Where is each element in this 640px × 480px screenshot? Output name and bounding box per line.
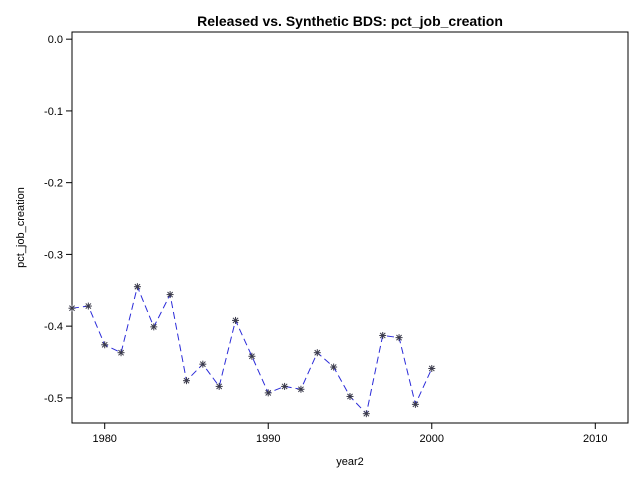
data-point	[199, 360, 207, 368]
data-point	[232, 316, 240, 324]
data-point	[297, 385, 305, 393]
data-point	[330, 363, 338, 371]
data-point	[379, 331, 387, 339]
x-axis-label: year2	[336, 456, 364, 468]
x-tick-label: 2000	[420, 433, 444, 445]
data-point	[248, 352, 256, 360]
y-tick-label: -0.3	[44, 249, 63, 261]
data-point	[264, 389, 272, 397]
y-tick-label: -0.5	[44, 393, 63, 405]
data-point	[101, 341, 109, 349]
data-point	[150, 323, 158, 331]
data-point	[215, 382, 223, 390]
y-tick-label: -0.1	[44, 106, 63, 118]
x-axis-ticks: 1980 1990 2000 2010	[92, 423, 608, 445]
plot-frame	[71, 31, 629, 424]
data-point	[84, 302, 92, 310]
y-tick-label: -0.2	[44, 178, 63, 190]
data-point	[362, 410, 370, 418]
chart-title: Released vs. Synthetic BDS: pct_job_crea…	[197, 13, 503, 29]
data-point	[117, 349, 125, 357]
data-point	[182, 377, 190, 385]
data-point	[411, 400, 419, 408]
x-tick-label: 2010	[583, 433, 607, 445]
data-point	[281, 382, 289, 390]
data-point	[166, 291, 174, 299]
data-point	[68, 304, 76, 312]
data-point	[395, 334, 403, 342]
data-point	[428, 364, 436, 372]
data-point	[346, 392, 354, 400]
series-layer	[68, 283, 436, 418]
y-axis-label: pct_job_creation	[15, 187, 27, 268]
y-axis-ticks: 0.0 -0.1 -0.2 -0.3 -0.4 -0.5	[44, 34, 72, 405]
x-tick-label: 1980	[92, 433, 116, 445]
y-tick-label: 0.0	[48, 34, 63, 46]
y-tick-label: -0.4	[44, 321, 63, 333]
x-tick-label: 1990	[256, 433, 280, 445]
data-point	[313, 349, 321, 357]
data-point	[133, 283, 141, 291]
series-line	[71, 285, 433, 415]
